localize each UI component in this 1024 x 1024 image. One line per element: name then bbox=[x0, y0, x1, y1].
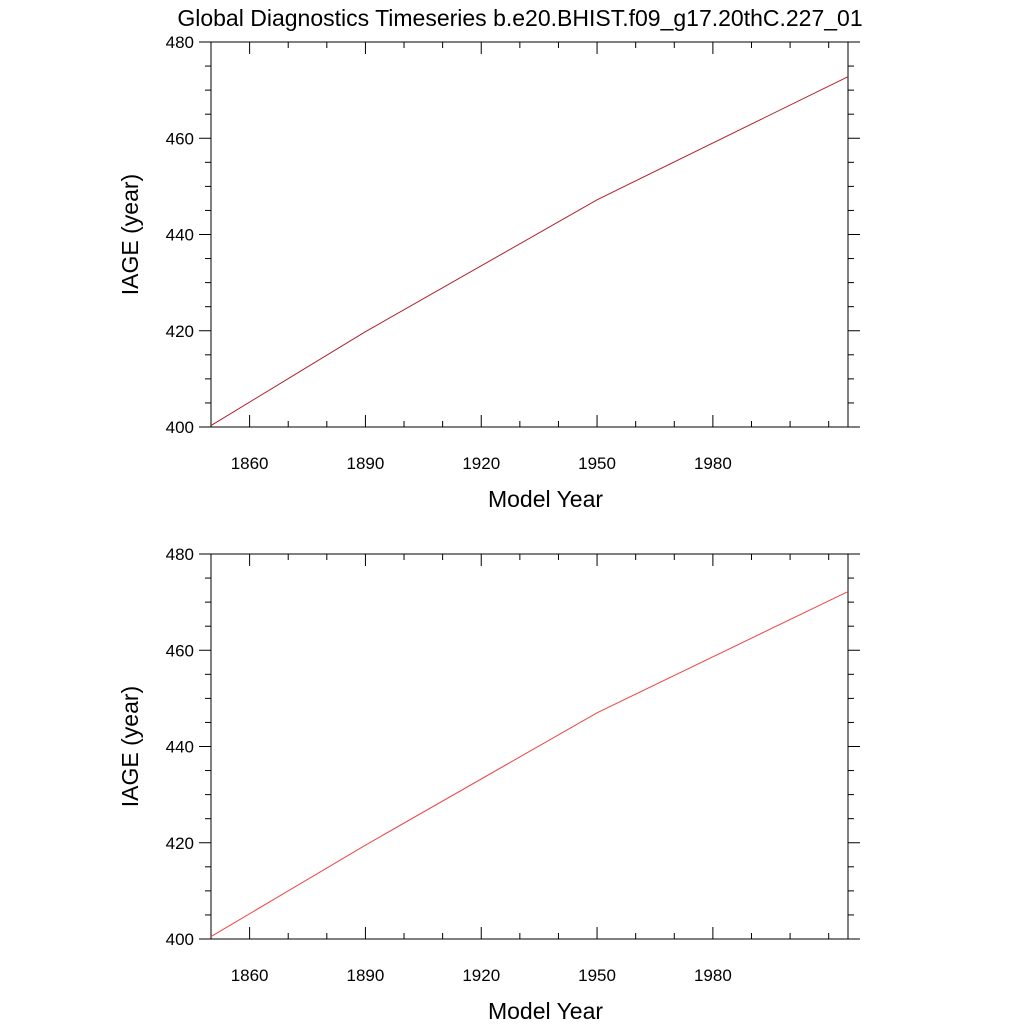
x-axis-label: Model Year bbox=[488, 998, 603, 1024]
x-tick-label: 1860 bbox=[231, 454, 269, 473]
plot-frame bbox=[210, 553, 849, 940]
y-axis-label: IAGE (year) bbox=[117, 686, 143, 807]
y-tick-label: 400 bbox=[166, 930, 194, 949]
y-tick-label: 480 bbox=[166, 545, 194, 564]
plot-frame bbox=[210, 41, 849, 428]
x-tick-label: 1950 bbox=[578, 454, 616, 473]
y-tick-label: 400 bbox=[166, 418, 194, 437]
x-tick-label: 1890 bbox=[347, 454, 385, 473]
x-tick-label: 1920 bbox=[462, 966, 500, 985]
chart-panel-bottom: 1860 1890 1920 1950 1980 400 420 440 460 480 Model… bbox=[117, 545, 860, 1024]
x-tick-label: 1980 bbox=[694, 966, 732, 985]
series-line bbox=[210, 591, 849, 938]
figure-title: Global Diagnostics Timeseries b.e20.BHIS… bbox=[177, 5, 862, 31]
y-axis-label: IAGE (year) bbox=[117, 174, 143, 295]
chart-panel-top: 1860 1890 1920 1950 1980 400 420 440 460 480 Model… bbox=[117, 33, 860, 512]
x-tick-label: 1980 bbox=[694, 454, 732, 473]
y-tick-label: 440 bbox=[166, 738, 194, 757]
x-axis-label: Model Year bbox=[488, 486, 603, 512]
y-tick-label: 420 bbox=[166, 322, 194, 341]
x-tick-label: 1950 bbox=[578, 966, 616, 985]
y-tick-label: 460 bbox=[166, 129, 194, 148]
x-tick-label: 1920 bbox=[462, 454, 500, 473]
y-tick-label: 480 bbox=[166, 33, 194, 52]
y-tick-label: 460 bbox=[166, 641, 194, 660]
y-tick-label: 440 bbox=[166, 226, 194, 245]
series-line bbox=[210, 76, 849, 426]
y-tick-label: 420 bbox=[166, 834, 194, 853]
x-tick-label: 1890 bbox=[347, 966, 385, 985]
x-tick-label: 1860 bbox=[231, 966, 269, 985]
